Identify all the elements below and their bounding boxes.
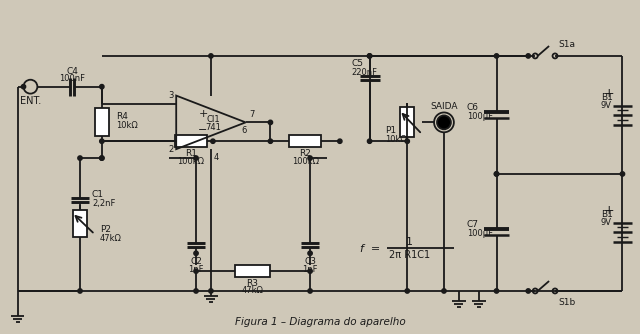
Text: P2: P2 (100, 225, 111, 234)
Text: B1: B1 (601, 93, 612, 102)
Bar (401, 108, 414, 137)
Text: Figura 1 – Diagrama do aparelho: Figura 1 – Diagrama do aparelho (235, 317, 405, 327)
Circle shape (100, 156, 104, 160)
Text: 9V: 9V (601, 218, 612, 227)
Circle shape (308, 269, 312, 273)
Bar (235, 265, 271, 277)
Text: C2: C2 (190, 257, 202, 266)
Circle shape (494, 172, 499, 176)
Text: 47kΩ: 47kΩ (100, 234, 122, 243)
Bar (175, 135, 207, 147)
Circle shape (367, 54, 372, 58)
Circle shape (194, 289, 198, 293)
Text: 4: 4 (213, 153, 218, 162)
Text: 100μF: 100μF (467, 112, 493, 121)
Circle shape (100, 156, 104, 160)
Circle shape (338, 139, 342, 143)
Text: 7: 7 (250, 110, 255, 119)
Circle shape (442, 289, 446, 293)
Circle shape (100, 139, 104, 143)
Circle shape (268, 120, 273, 125)
Circle shape (211, 139, 215, 143)
Text: C7: C7 (467, 220, 479, 229)
Circle shape (494, 289, 499, 293)
Text: C5: C5 (352, 59, 364, 68)
Circle shape (194, 251, 198, 256)
Circle shape (268, 139, 273, 143)
Text: S1b: S1b (558, 298, 575, 307)
Circle shape (405, 289, 410, 293)
Circle shape (308, 156, 312, 160)
Circle shape (194, 269, 198, 273)
Circle shape (100, 85, 104, 89)
Text: C4: C4 (66, 67, 78, 76)
Text: R1: R1 (185, 149, 197, 158)
Text: 10kΩ: 10kΩ (116, 121, 138, 130)
Text: 10kΩ: 10kΩ (385, 135, 407, 144)
Text: R3: R3 (246, 279, 259, 288)
Text: SAIDA: SAIDA (430, 102, 458, 111)
Text: −: − (198, 125, 207, 135)
Text: CI1: CI1 (206, 115, 220, 124)
Text: C1: C1 (92, 190, 104, 199)
Text: 1nF: 1nF (302, 265, 318, 274)
Text: 6: 6 (242, 126, 247, 135)
Bar (73, 210, 87, 237)
Text: 2π R1C1: 2π R1C1 (388, 250, 430, 260)
Circle shape (209, 289, 213, 293)
Circle shape (308, 251, 312, 256)
Text: 100μF: 100μF (467, 229, 493, 238)
Text: 741: 741 (205, 123, 221, 132)
Bar (289, 135, 321, 147)
Text: P1: P1 (385, 126, 397, 135)
Circle shape (78, 156, 82, 160)
Text: +: + (604, 204, 614, 217)
Text: +: + (604, 87, 614, 100)
Text: R2: R2 (299, 149, 311, 158)
Text: 3: 3 (168, 91, 174, 100)
Text: C3: C3 (304, 257, 316, 266)
Circle shape (620, 172, 625, 176)
Circle shape (526, 289, 531, 293)
Text: 47kΩ: 47kΩ (242, 287, 264, 296)
Text: 9V: 9V (601, 101, 612, 110)
Text: 100kΩ: 100kΩ (292, 157, 319, 166)
Circle shape (437, 116, 451, 129)
Text: C6: C6 (467, 103, 479, 112)
Circle shape (526, 54, 531, 58)
Circle shape (494, 172, 499, 176)
Circle shape (367, 139, 372, 143)
Circle shape (367, 54, 372, 58)
Circle shape (209, 54, 213, 58)
Text: 100nF: 100nF (59, 74, 85, 83)
Text: 220nF: 220nF (352, 68, 378, 77)
Text: +: + (198, 110, 207, 120)
Text: ENT.: ENT. (20, 96, 41, 106)
Text: 2,2nF: 2,2nF (92, 199, 115, 208)
Text: R4: R4 (116, 112, 127, 121)
Text: f  =: f = (360, 244, 380, 254)
Text: 1nF: 1nF (188, 265, 204, 274)
Text: 100kΩ: 100kΩ (177, 157, 205, 166)
Circle shape (405, 139, 410, 143)
Text: 2: 2 (168, 145, 174, 154)
Bar (95, 109, 109, 136)
Text: S1a: S1a (558, 39, 575, 48)
Circle shape (494, 54, 499, 58)
Text: B1: B1 (601, 210, 612, 219)
Circle shape (78, 289, 82, 293)
Text: 1: 1 (406, 237, 413, 247)
Circle shape (21, 85, 26, 89)
Circle shape (308, 289, 312, 293)
Circle shape (194, 156, 198, 160)
